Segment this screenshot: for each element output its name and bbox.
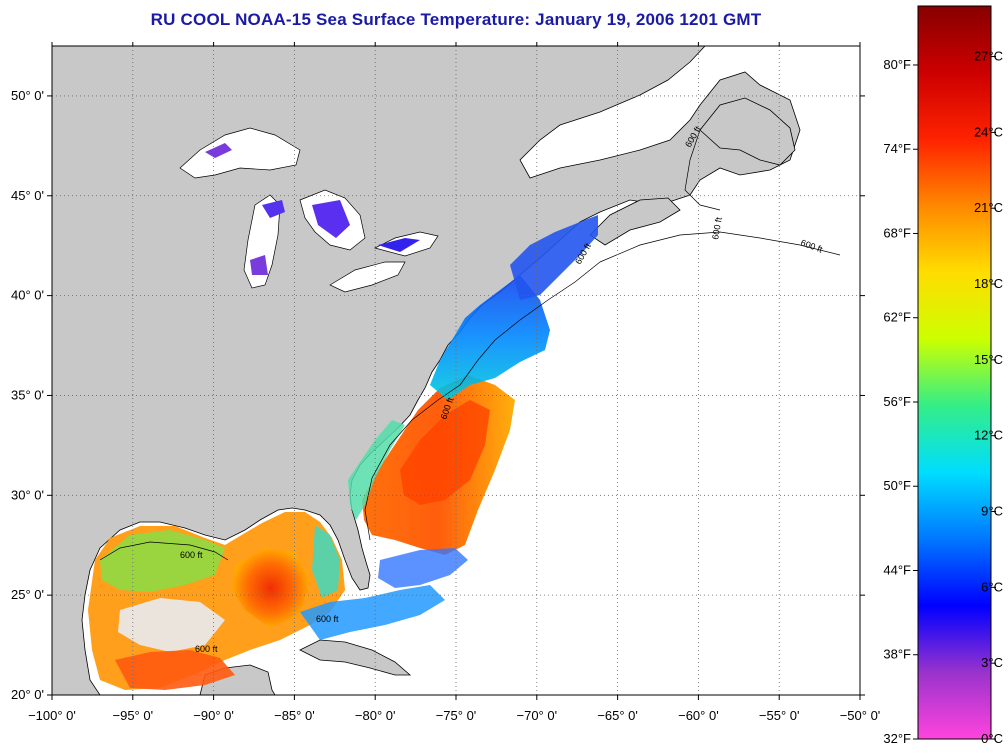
celsius-label: 27°C [974, 49, 1003, 64]
grid-lines [52, 46, 860, 695]
lon-tick-label: −70° 0' [517, 708, 558, 723]
lon-tick-label: −55° 0' [759, 708, 800, 723]
fahrenheit-label: 56°F [883, 394, 911, 409]
lake-sst-patch [312, 200, 350, 238]
celsius-label: 9°C [981, 504, 1003, 519]
lat-tick-label: 20° 0' [11, 687, 44, 702]
land-nova-scotia [589, 197, 681, 246]
sst-gulf-south-warm [115, 650, 235, 690]
colorbar-ticks: 27°C 24°C 21°C 18°C 15°C 12°C 9°C 6°C 3°C 0°C 80°F… [883, 49, 1003, 746]
fahrenheit-label: 62°F [883, 310, 911, 325]
lat-tick-label: 35° 0' [11, 387, 44, 402]
sst-florida-strait [300, 585, 445, 640]
fahrenheit-label: 44°F [883, 562, 911, 577]
colorbar [917, 5, 992, 740]
axes: −100° 0' −95° 0' −90° 0' −85° 0' −80° 0' −75°… [11, 42, 880, 723]
celsius-label: 3°C [981, 655, 1003, 670]
lat-tick-label: 40° 0' [11, 288, 44, 303]
sst-bahamas [378, 548, 468, 588]
isobath-contours [99, 129, 841, 561]
contour-label: 600 ft [316, 614, 339, 624]
fahrenheit-label: 38°F [883, 647, 911, 662]
lon-tick-label: −90° 0' [193, 708, 234, 723]
sst-florida-west-shelf [312, 525, 340, 598]
celsius-label: 0°C [981, 731, 1003, 746]
lon-tick-label: −75° 0' [436, 708, 477, 723]
lake-superior [179, 127, 301, 179]
land-newfoundland [699, 97, 796, 166]
celsius-label: 6°C [981, 579, 1003, 594]
celsius-label: 24°C [974, 124, 1003, 139]
fahrenheit-label: 32°F [883, 731, 911, 746]
chart-title: RU COOL NOAA-15 Sea Surface Temperature:… [150, 10, 762, 29]
contour-label: 600 ft [195, 644, 218, 654]
lat-tick-label: 25° 0' [11, 587, 44, 602]
sst-gulf-cloud-gap [118, 598, 225, 652]
land-north-america [52, 46, 801, 695]
fahrenheit-label: 80°F [883, 57, 911, 72]
lon-tick-label: −80° 0' [355, 708, 396, 723]
lon-tick-label: −60° 0' [678, 708, 719, 723]
lake-sst-patch [205, 143, 232, 158]
lake-sst-patch [378, 238, 420, 252]
celsius-label: 21°C [974, 200, 1003, 215]
land-cuba [299, 639, 412, 676]
lon-tick-label: −65° 0' [597, 708, 638, 723]
contour-label: 600 ft [710, 216, 724, 240]
lon-tick-label: −50° 0' [840, 708, 881, 723]
sst-mid-atlantic-shelf [430, 275, 550, 400]
sst-gulf-stream-core [400, 400, 490, 505]
fahrenheit-label: 50°F [883, 478, 911, 493]
lake-erie [329, 261, 406, 293]
sst-gulf-loop-current [232, 548, 310, 628]
lat-tick-label: 30° 0' [11, 487, 44, 502]
lon-tick-label: −85° 0' [274, 708, 315, 723]
contour-label: 600 ft [180, 550, 203, 560]
celsius-label: 18°C [974, 276, 1003, 291]
celsius-label: 15°C [974, 352, 1003, 367]
fahrenheit-label: 74°F [883, 141, 911, 156]
plot-frame [51, 45, 861, 696]
lon-tick-label: −100° 0' [28, 708, 76, 723]
sst-gulf-of-maine [510, 215, 598, 300]
lat-tick-label: 45° 0' [11, 188, 44, 203]
celsius-label: 12°C [974, 428, 1003, 443]
lake-sst-patch [262, 200, 285, 218]
lon-tick-label: −95° 0' [113, 708, 154, 723]
fahrenheit-label: 68°F [883, 225, 911, 240]
lake-sst-patch [250, 255, 268, 275]
lat-tick-label: 50° 0' [11, 88, 44, 103]
